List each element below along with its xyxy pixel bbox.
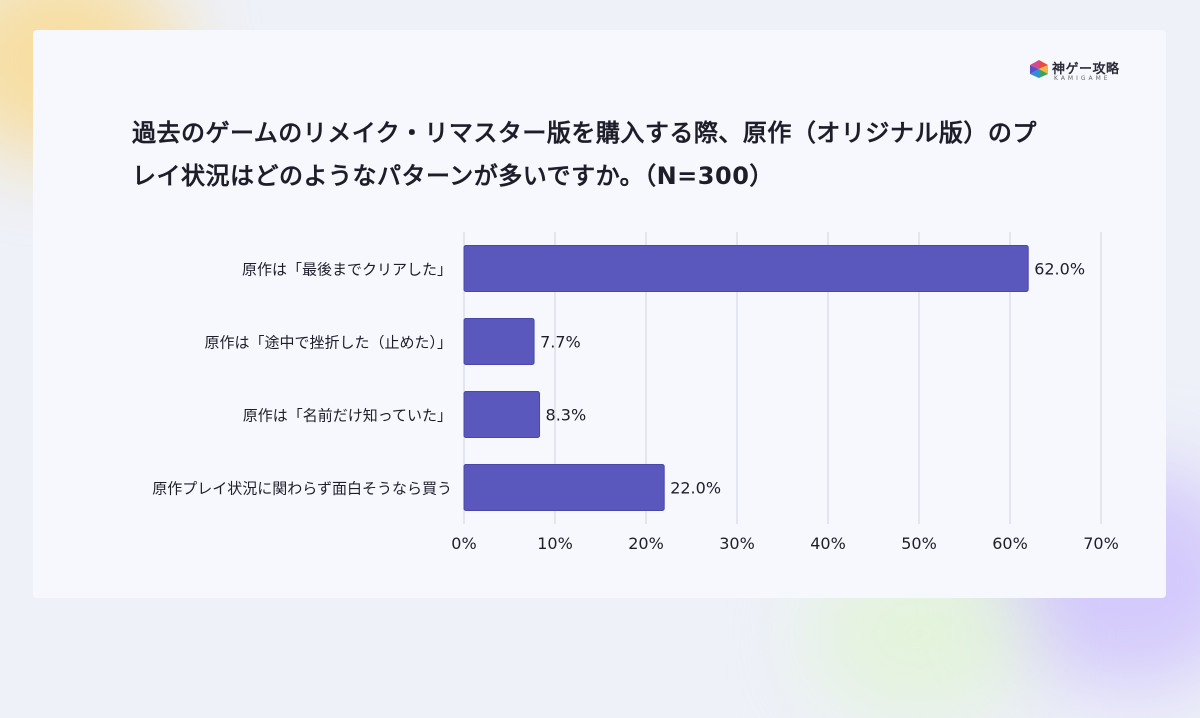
logo-subtext: KAMIGAME [1054, 75, 1111, 82]
bar-chart: 0% 10% 20% 30% 40% 50% 60% 70% 原作は「最後までクリアした」 62.… [152, 232, 1119, 553]
logo-text: 神ゲー攻略 [1052, 62, 1120, 77]
bar [463, 391, 541, 438]
bar [463, 245, 1029, 292]
x-tick-label: 40% [810, 534, 846, 553]
kamigame-logo: 神ゲー攻略 KAMIGAME [1030, 58, 1140, 84]
bar [463, 464, 665, 511]
data-label: 8.3% [546, 406, 587, 425]
category-label: 原作プレイ状況に関わらず面白そうなら買う [152, 480, 452, 498]
category-label: 原作は「最後までクリアした」 [242, 261, 452, 279]
data-label: 22.0% [670, 479, 721, 498]
x-tick-label: 30% [719, 534, 755, 553]
x-tick-label: 60% [992, 534, 1028, 553]
logo-mark-icon [1030, 60, 1048, 78]
chart-title: 過去のゲームのリメイク・リマスター版を購入する際、原作（オリジナル版）のプレイ状… [132, 119, 1037, 190]
x-tick-label: 70% [1083, 534, 1119, 553]
x-tick-label: 10% [537, 534, 573, 553]
bar [463, 318, 535, 365]
data-label: 62.0% [1034, 260, 1085, 279]
category-label: 原作は「名前だけ知っていた」 [243, 407, 452, 425]
x-tick-label: 20% [628, 534, 664, 553]
data-label: 7.7% [540, 333, 581, 352]
x-tick-label: 0% [451, 534, 476, 553]
x-tick-label: 50% [901, 534, 937, 553]
category-label: 原作は「途中で挫折した（止めた）」 [204, 334, 452, 352]
